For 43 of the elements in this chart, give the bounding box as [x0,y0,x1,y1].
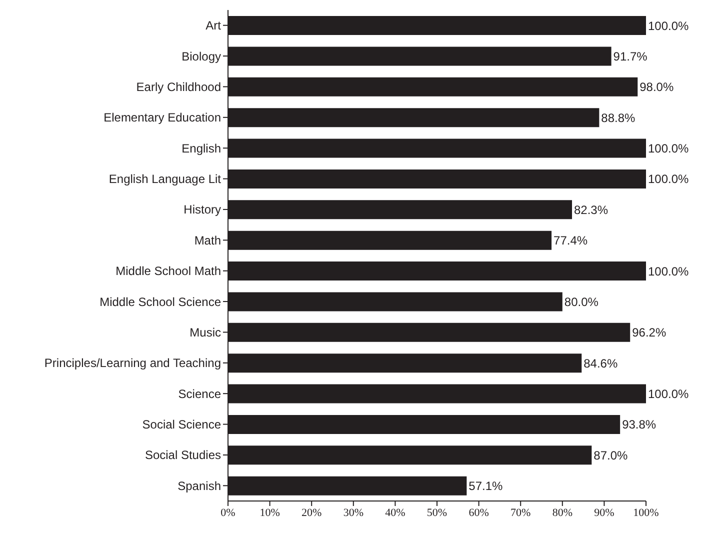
x-tick-label: 20% [302,506,322,519]
data-label: 80.0% [564,294,599,309]
data-label: 100.0% [648,142,690,156]
y-tick-label: Elementary Education [104,110,221,125]
y-tick-label: Spanish [178,478,221,493]
x-tick-label: 70% [510,506,531,519]
y-tick-label: Social Science [142,418,222,432]
x-tick-label: 40% [385,506,406,519]
y-tick-label: Middle School Math [116,264,221,278]
data-label: 100.0% [648,18,690,33]
data-label: 57.1% [468,479,504,494]
data-label: 100.0% [648,264,690,278]
y-tick-label: Social Studies [144,448,221,462]
x-tick-label: 10% [260,506,280,519]
y-tick-label: Early Childhood [136,80,221,94]
x-tick-label: 30% [343,506,364,519]
data-label: 88.8% [601,110,636,125]
y-tick-label: Biology [182,49,221,64]
data-label: 100.0% [648,387,690,402]
x-tick-label: 100% [633,506,659,519]
y-tick-label: English Language Lit [108,172,222,186]
x-tick-label: 50% [426,506,448,519]
y-tick-label: History [184,202,221,217]
x-tick-label: 80% [552,506,572,519]
x-tick-label: 60% [468,506,489,519]
x-tick-label: 0% [220,506,236,519]
y-tick-label: English [182,141,221,156]
data-label: 98.0% [640,80,674,94]
y-tick-label: Art [206,18,222,33]
y-tick-label: Principles/Learning and Teaching [44,356,221,370]
x-tick-label: 90% [594,506,614,519]
y-tick-label: Science [178,386,222,401]
y-tick-label: Middle School Science [100,294,222,309]
y-tick-label: Music [190,325,221,340]
data-label: 100.0% [648,172,690,186]
data-label: 91.7% [613,49,648,64]
y-tick-label: Math [194,233,221,248]
data-label: 87.0% [594,448,628,462]
data-label: 93.8% [622,418,656,432]
data-label: 84.6% [584,356,618,370]
data-label: 96.2% [632,326,666,340]
data-label: 77.4% [554,234,588,248]
data-label: 82.3% [574,202,608,217]
